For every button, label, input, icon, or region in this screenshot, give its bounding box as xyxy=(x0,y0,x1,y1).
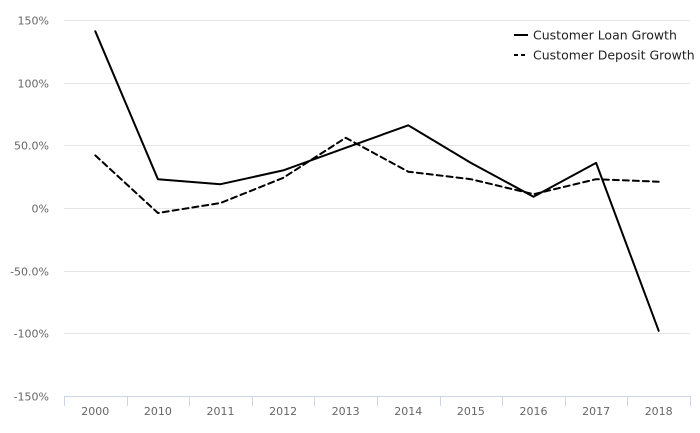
axes: 150% 100% 50.0% 0% -50.0% -100% -150% 2000 2010 2… xyxy=(10,15,691,418)
legend-label: Customer Deposit Growth xyxy=(533,48,695,63)
legend-label: Customer Loan Growth xyxy=(533,28,677,43)
x-tick-label: 2018 xyxy=(645,405,673,418)
y-tick-label: -100% xyxy=(14,328,49,341)
legend-item-2[interactable]: Customer Deposit Growth xyxy=(514,48,695,63)
y-tick-label: 0% xyxy=(32,203,49,216)
y-tick-label: -150% xyxy=(14,391,49,404)
x-tick-label: 2013 xyxy=(332,405,360,418)
x-tick-label: 2014 xyxy=(394,405,422,418)
series-line-2 xyxy=(94,136,660,214)
x-tick-label: 2016 xyxy=(520,405,548,418)
x-tick-label: 2010 xyxy=(144,405,172,418)
legend-item-1[interactable]: Customer Loan Growth xyxy=(514,28,677,43)
y-tick-label: 100% xyxy=(18,78,49,91)
legend[interactable]: Customer Loan Growth Customer Deposit Gro… xyxy=(514,28,695,63)
y-tick-label: -50.0% xyxy=(10,266,49,279)
y-tick-label: 50.0% xyxy=(14,140,49,153)
x-tick-label: 2000 xyxy=(81,405,109,418)
x-tick-label: 2015 xyxy=(457,405,485,418)
series-line-1 xyxy=(94,30,660,332)
x-tick-label: 2017 xyxy=(582,405,610,418)
series-lines xyxy=(94,30,660,332)
x-tick-label: 2011 xyxy=(207,405,235,418)
x-tick-label: 2012 xyxy=(269,405,297,418)
grid xyxy=(64,20,690,334)
y-tick-label: 150% xyxy=(18,15,49,28)
